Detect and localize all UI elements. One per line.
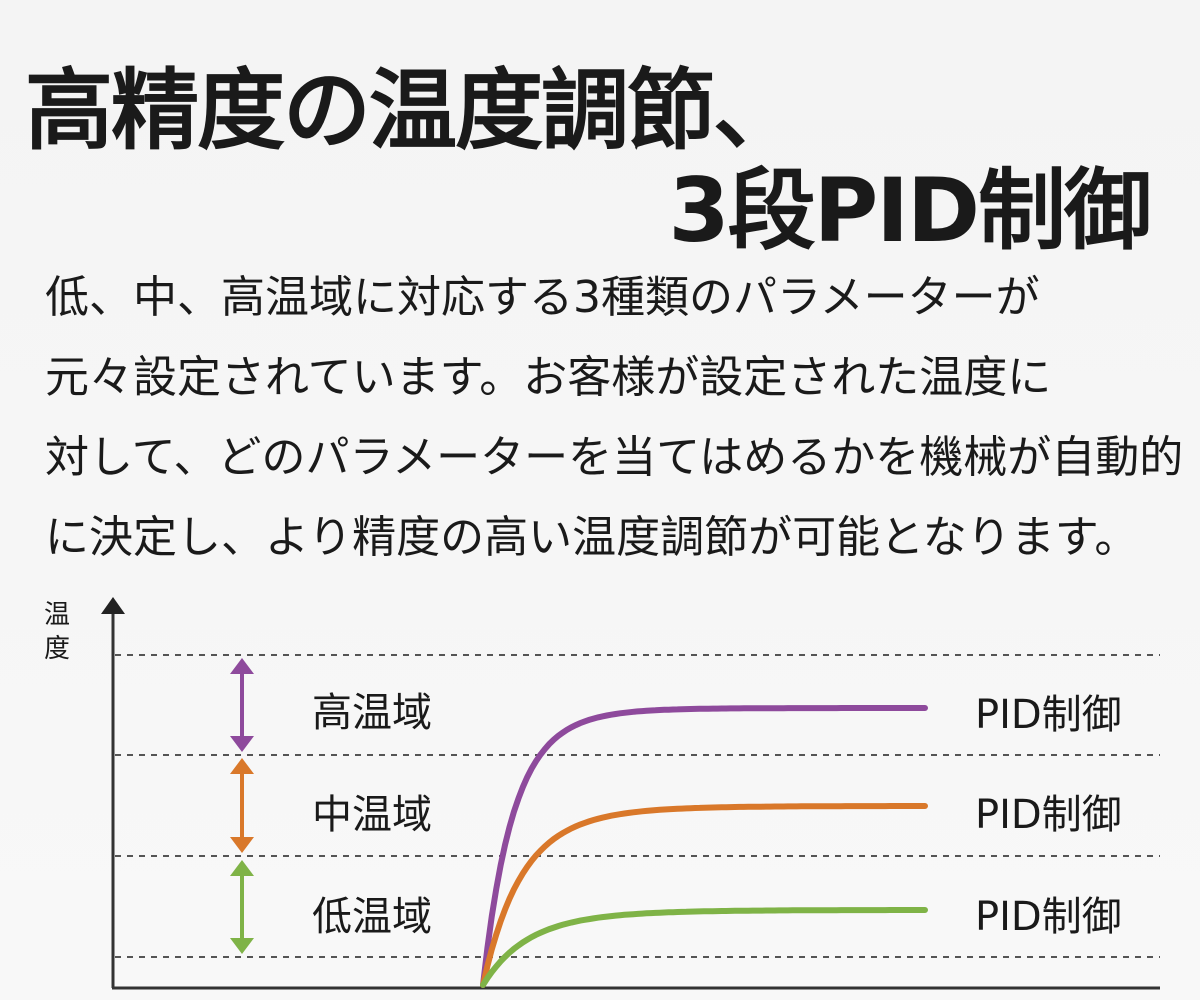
title-line-2: 3段PID制御 [668, 159, 1152, 262]
description-line: 元々設定されています。お客様が設定された温度に [45, 352, 1052, 403]
arrowhead-icon [230, 658, 254, 674]
zone-label-low: 低温域 [312, 894, 432, 940]
arrowhead-icon [230, 938, 254, 954]
pid-curve-low [480, 907, 928, 988]
y-axis-arrow-icon [101, 597, 125, 614]
curve-label-high: PID制御 [975, 692, 1122, 738]
zone-label-mid: 中温域 [312, 792, 432, 838]
description-line: に決定し、より精度の高い温度調節が可能となります。 [45, 512, 1139, 563]
arrowhead-icon [230, 837, 254, 853]
title-line-1: 高精度の温度調節、 [25, 59, 801, 162]
curve-label-mid: PID制御 [975, 792, 1122, 838]
description: 低、中、高温域に対応する3種類のパラメーターが 元々設定されています。お客様が設… [45, 258, 1184, 578]
pid-curve-high [480, 705, 928, 988]
description-line: 低、中、高温域に対応する3種類のパラメーターが [45, 272, 1040, 323]
y-axis-label: 温度 [44, 600, 71, 664]
pid-curve-mid [480, 803, 928, 988]
arrowhead-icon [230, 758, 254, 774]
arrowhead-icon [230, 736, 254, 752]
zone-label-high: 高温域 [312, 690, 432, 736]
curve-label-low: PID制御 [975, 894, 1122, 940]
description-line: 対して、どのパラメーターを当てはめるかを機械が自動的 [45, 432, 1184, 483]
arrowhead-icon [230, 860, 254, 876]
